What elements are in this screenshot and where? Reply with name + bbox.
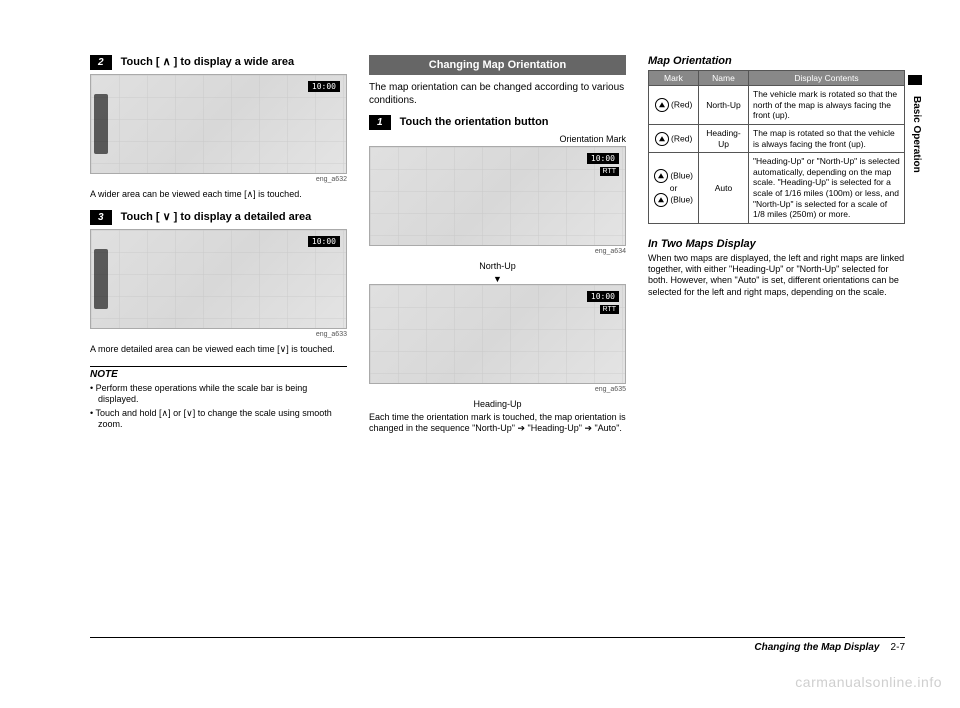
caption-detailed: A more detailed area can be viewed each … <box>90 344 347 355</box>
table-row: (Red) Heading-Up The map is rotated so t… <box>649 124 905 152</box>
orientation-mark-label: Orientation Mark <box>369 134 626 144</box>
rtt-badge: RTT <box>600 305 619 314</box>
column-center: Changing Map Orientation The map orienta… <box>369 55 626 445</box>
table-row: (Red) North-Up The vehicle mark is rotat… <box>649 86 905 125</box>
north-up-label: North-Up <box>369 261 626 271</box>
step-1-text: Touch the orientation button <box>400 116 549 128</box>
mode-desc: "Heading-Up" or "North-Up" is selected a… <box>749 153 905 224</box>
footer-title: Changing the Map Display <box>754 642 879 653</box>
orientation-table: Mark Name Display Contents (Red) North-U… <box>648 70 905 224</box>
watermark: carmanualsonline.info <box>795 674 942 690</box>
compass-icon <box>654 169 668 183</box>
column-right: Map Orientation Mark Name Display Conten… <box>648 55 905 445</box>
footer-page: 2-7 <box>891 642 905 653</box>
column-left: 2 Touch [ ∧ ] to display a wide area 10:… <box>90 55 347 445</box>
map-orientation-heading: Map Orientation <box>648 55 905 67</box>
figure-orientation-north: 10:00 RTT <box>369 146 626 246</box>
map-time: 10:00 <box>587 291 619 302</box>
caption-wide: A wider area can be viewed each time [∧]… <box>90 189 347 200</box>
mode-desc: The vehicle mark is rotated so that the … <box>749 86 905 125</box>
compass-icon <box>655 132 669 146</box>
mark-color: (Red) <box>671 133 692 143</box>
page-footer: Changing the Map Display 2-7 <box>90 637 905 653</box>
intro-text: The map orientation can be changed accor… <box>369 81 626 107</box>
th-name: Name <box>699 71 749 86</box>
note-item: Touch and hold [∧] or [∨] to change the … <box>90 408 347 431</box>
two-maps-text: When two maps are displayed, the left an… <box>648 253 905 298</box>
figure-ref: eng_a634 <box>369 248 626 255</box>
step-3-text: Touch [ ∨ ] to display a detailed area <box>121 211 312 223</box>
step-badge-3: 3 <box>90 210 112 225</box>
figure-detailed-area: 10:00 <box>90 229 347 329</box>
section-tab-marker <box>908 75 922 85</box>
compass-icon <box>655 98 669 112</box>
figure-ref: eng_a633 <box>90 331 347 338</box>
page-content: 2 Touch [ ∧ ] to display a wide area 10:… <box>0 0 960 445</box>
mark-color: (Red) <box>671 99 692 109</box>
mode-name: Auto <box>699 153 749 224</box>
step-1: 1 Touch the orientation button <box>369 115 626 130</box>
mode-desc: The map is rotated so that the vehicle i… <box>749 124 905 152</box>
note-item: Perform these operations while the scale… <box>90 383 347 406</box>
compass-icon <box>654 193 668 207</box>
step-badge-2: 2 <box>90 55 112 70</box>
note-heading: NOTE <box>90 366 347 380</box>
mode-name: North-Up <box>699 86 749 125</box>
map-time: 10:00 <box>308 236 340 247</box>
mode-name: Heading-Up <box>699 124 749 152</box>
step-badge-1: 1 <box>369 115 391 130</box>
step-2-text: Touch [ ∧ ] to display a wide area <box>121 56 295 68</box>
arrow-down-icon: ▼ <box>369 274 626 284</box>
th-contents: Display Contents <box>749 71 905 86</box>
step-2: 2 Touch [ ∧ ] to display a wide area <box>90 55 347 70</box>
figure-orientation-heading: 10:00 RTT <box>369 284 626 384</box>
figure-ref: eng_a635 <box>369 386 626 393</box>
figure-ref: eng_a632 <box>90 176 347 183</box>
section-banner: Changing Map Orientation <box>369 55 626 75</box>
rtt-badge: RTT <box>600 167 619 176</box>
th-mark: Mark <box>649 71 699 86</box>
two-maps-heading: In Two Maps Display <box>648 238 905 250</box>
figure-wide-area: 10:00 <box>90 74 347 174</box>
table-row: (Blue)or (Blue) Auto "Heading-Up" or "No… <box>649 153 905 224</box>
map-time: 10:00 <box>308 81 340 92</box>
sequence-text: Each time the orientation mark is touche… <box>369 412 626 435</box>
step-3: 3 Touch [ ∨ ] to display a detailed area <box>90 210 347 225</box>
section-tab-label: Basic Operation <box>911 96 922 173</box>
map-time: 10:00 <box>587 153 619 164</box>
heading-up-label: Heading-Up <box>369 399 626 409</box>
